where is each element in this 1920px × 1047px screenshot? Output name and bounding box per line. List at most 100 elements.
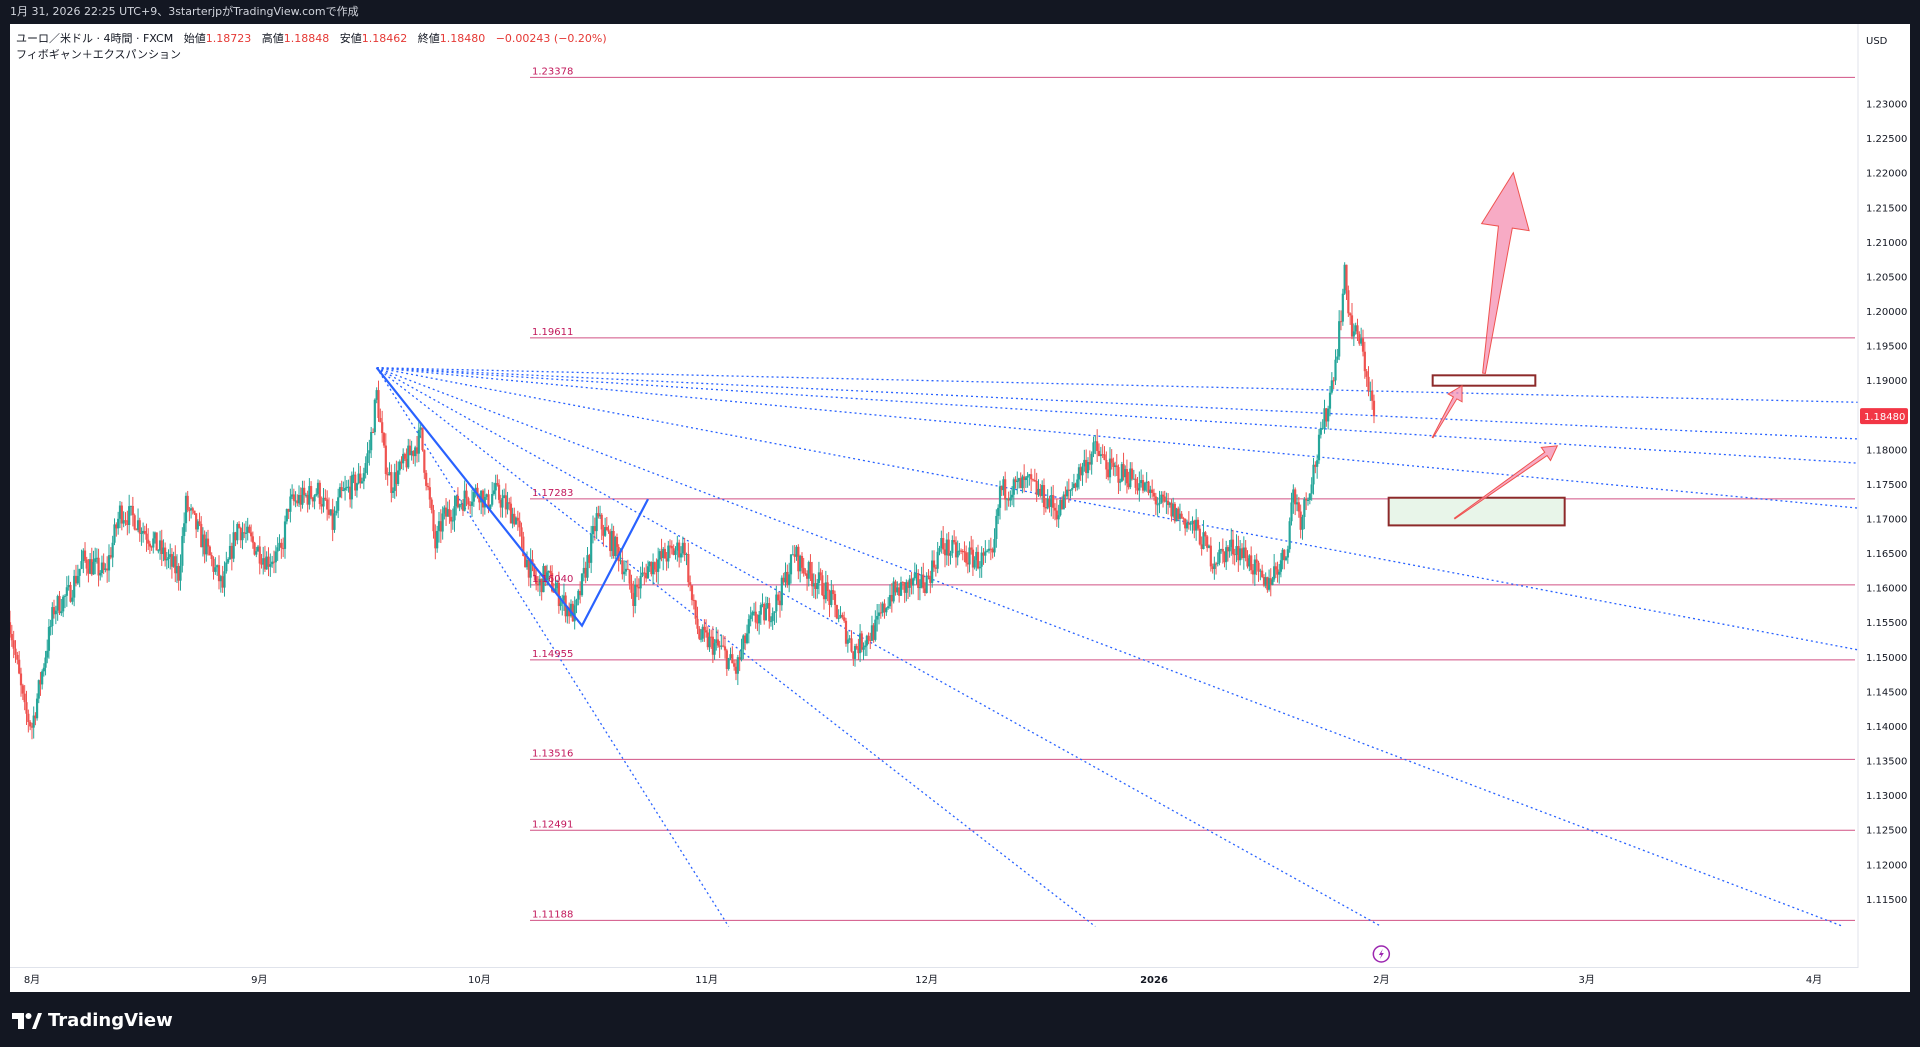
candle [200, 516, 203, 548]
candle-body [210, 555, 213, 560]
candle [262, 546, 265, 575]
candle [991, 547, 994, 559]
candle-body [976, 551, 980, 569]
candle [1052, 485, 1055, 519]
candle [177, 563, 180, 591]
candle-body [301, 487, 304, 505]
candle [1251, 563, 1255, 584]
candle [867, 632, 870, 645]
candle [915, 564, 918, 585]
candle-body [436, 530, 439, 549]
candle-body [927, 575, 930, 577]
candle-body [1196, 519, 1200, 529]
candle-body [448, 509, 451, 517]
candle-body [809, 562, 812, 574]
candle [1019, 472, 1022, 489]
candle [1115, 454, 1118, 477]
candle-body [1332, 380, 1335, 382]
candle-body [1175, 508, 1178, 522]
candle-body [251, 536, 254, 543]
candle-body [1365, 371, 1368, 377]
candle [1223, 551, 1226, 568]
candle-body [118, 505, 122, 519]
candle-body [1014, 479, 1017, 483]
candle [524, 554, 527, 568]
candle-body [1301, 517, 1304, 530]
candle [205, 531, 208, 562]
candle-body [1330, 380, 1333, 393]
candle-body [90, 559, 93, 575]
candle [903, 582, 906, 603]
candle [253, 541, 256, 556]
candle-body [1187, 522, 1190, 525]
candle [610, 523, 613, 559]
candle [282, 537, 285, 558]
candle [1261, 564, 1264, 579]
candle-body [16, 654, 19, 660]
candle-body [349, 486, 352, 500]
candle [360, 477, 364, 485]
candle-body [1233, 554, 1236, 556]
candle [1189, 521, 1192, 531]
candle-body [1108, 458, 1112, 478]
candle [756, 614, 759, 632]
candle [1288, 517, 1291, 553]
candle [624, 560, 628, 576]
candle-body [841, 614, 844, 618]
candle-body [460, 503, 463, 505]
candle [456, 487, 459, 509]
candle [1266, 576, 1269, 593]
candle-body [1221, 548, 1224, 552]
candle-body [545, 572, 549, 581]
candle-body [1009, 497, 1012, 501]
candle-body [1158, 502, 1161, 505]
candle-body [262, 558, 265, 565]
candle [73, 569, 76, 607]
candle-body [230, 545, 233, 559]
candle [646, 560, 650, 579]
candle-body [196, 521, 199, 530]
candle-body [607, 530, 610, 532]
candle-body [133, 515, 136, 530]
candle [590, 525, 593, 574]
candle-body [1004, 479, 1007, 500]
candle [100, 555, 104, 578]
candle [343, 475, 347, 501]
candle-body [405, 458, 408, 468]
candle [465, 483, 468, 507]
candle [1107, 462, 1110, 481]
candle-body [1228, 547, 1231, 552]
candle [506, 491, 509, 515]
candle-body [12, 640, 15, 649]
candle-body [403, 453, 406, 459]
candle [720, 634, 723, 650]
candle [1228, 540, 1231, 558]
candle [1037, 479, 1040, 497]
candle-body [660, 551, 663, 559]
candle-body [463, 490, 466, 511]
candle [463, 480, 466, 512]
x-tick-label-5: 2026 [1140, 975, 1168, 986]
candle [949, 550, 952, 565]
candle [1158, 490, 1161, 514]
candle [455, 495, 458, 516]
candle-body [1019, 478, 1022, 489]
candle [1182, 516, 1185, 525]
candle [345, 480, 348, 491]
candle-body [1185, 522, 1189, 529]
candle-body [299, 494, 302, 505]
tradingview-logo[interactable]: TradingView [12, 1010, 173, 1031]
candle [744, 632, 747, 651]
candle-body [881, 603, 884, 613]
candle [104, 563, 107, 573]
candle-body [1354, 325, 1357, 332]
candle-body [733, 663, 736, 667]
candle-body [591, 526, 595, 535]
candle-body [217, 565, 221, 582]
candle [51, 602, 54, 635]
candle-body [355, 483, 359, 491]
candle-body [727, 658, 730, 669]
candle [511, 507, 514, 529]
candle [853, 643, 857, 667]
